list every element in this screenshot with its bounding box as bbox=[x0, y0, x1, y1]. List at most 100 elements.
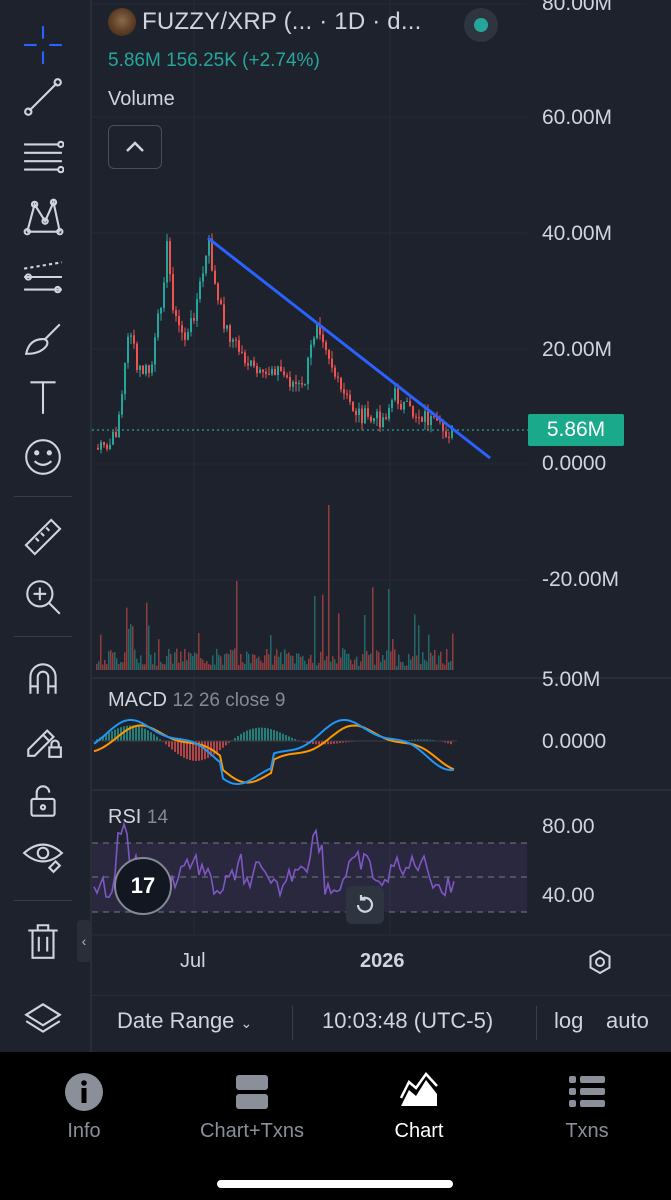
volume-bar bbox=[154, 653, 156, 670]
volume-bar bbox=[110, 650, 112, 670]
volume-bar bbox=[266, 649, 268, 670]
list-icon bbox=[567, 1072, 607, 1112]
tab-chart-txns[interactable]: Chart+Txns bbox=[172, 1072, 332, 1143]
volume-bar bbox=[252, 654, 254, 670]
eye-icon[interactable] bbox=[20, 830, 66, 876]
parallel-channel-icon[interactable] bbox=[20, 254, 66, 300]
crosshair-icon[interactable] bbox=[20, 22, 66, 68]
tab-chart[interactable]: Chart bbox=[339, 1072, 499, 1143]
volume-bar bbox=[414, 614, 416, 670]
collapse-toolbar-button[interactable]: ‹ bbox=[77, 920, 91, 962]
pattern-icon[interactable] bbox=[20, 194, 66, 240]
candle bbox=[448, 437, 450, 438]
candle bbox=[202, 273, 204, 281]
volume-bar bbox=[214, 665, 216, 670]
unlock-icon[interactable] bbox=[20, 778, 66, 824]
volume-bar bbox=[348, 654, 350, 670]
tradingview-logo[interactable]: 17 bbox=[114, 857, 172, 915]
volume-bar bbox=[366, 651, 368, 670]
candle bbox=[256, 366, 258, 373]
chart-settings-button[interactable] bbox=[586, 948, 614, 976]
candle bbox=[112, 432, 114, 445]
time-axis-label: Jul bbox=[180, 950, 206, 973]
text-icon[interactable] bbox=[20, 374, 66, 420]
candle bbox=[235, 339, 237, 340]
candle bbox=[124, 363, 126, 394]
price-axis-label: 20.00M bbox=[542, 338, 612, 362]
volume-bar bbox=[106, 664, 108, 670]
macd-histogram-bar bbox=[237, 736, 239, 741]
volume-bar bbox=[318, 663, 320, 670]
volume-bar bbox=[126, 608, 128, 670]
candle bbox=[115, 432, 117, 437]
candle bbox=[400, 404, 402, 409]
volume-bar bbox=[202, 660, 204, 670]
candle bbox=[304, 384, 306, 385]
volume-bar bbox=[128, 629, 130, 670]
volume-bar bbox=[344, 650, 346, 670]
ruler-icon[interactable] bbox=[20, 514, 66, 560]
volume-bar bbox=[430, 653, 432, 670]
candle bbox=[361, 409, 363, 424]
clock-timezone[interactable]: 10:03:48 (UTC-5) bbox=[322, 1008, 493, 1034]
tab-txns[interactable]: Txns bbox=[507, 1072, 667, 1143]
volume-bar bbox=[368, 655, 370, 670]
macd-histogram-bar bbox=[177, 741, 179, 754]
candle bbox=[265, 372, 267, 374]
macd-histogram-bar bbox=[225, 741, 227, 745]
symbol-title[interactable]: FUZZY/XRP (... · 1D · d... bbox=[142, 8, 421, 36]
candle bbox=[145, 365, 147, 374]
tab-info[interactable]: Info bbox=[4, 1072, 164, 1143]
tab-label: Txns bbox=[565, 1120, 608, 1143]
rsi-label[interactable]: RSI 14 bbox=[108, 806, 168, 829]
collapse-indicators-button[interactable] bbox=[108, 125, 162, 169]
candle bbox=[181, 325, 183, 332]
volume-bar bbox=[244, 664, 246, 670]
macd-histogram-bar bbox=[126, 726, 128, 741]
volume-label[interactable]: Volume bbox=[108, 88, 175, 111]
volume-bar bbox=[212, 655, 214, 670]
lock-drawing-icon[interactable] bbox=[20, 716, 66, 762]
candle bbox=[136, 344, 138, 370]
volume-bar bbox=[404, 666, 406, 670]
volume-bar bbox=[386, 650, 388, 670]
macd-line bbox=[94, 720, 454, 784]
candle bbox=[316, 324, 318, 338]
live-status-button[interactable] bbox=[464, 8, 498, 42]
trash-icon[interactable] bbox=[20, 918, 66, 964]
volume-bar bbox=[226, 653, 228, 670]
reset-chart-button[interactable] bbox=[346, 886, 384, 924]
rsi-params: 14 bbox=[147, 807, 168, 828]
time-axis-label: 2026 bbox=[360, 950, 405, 973]
rsi-axis-label: 40.00 bbox=[542, 884, 595, 908]
volume-bar bbox=[178, 663, 180, 670]
fib-retracement-icon[interactable] bbox=[20, 134, 66, 180]
layers-icon[interactable] bbox=[20, 996, 66, 1042]
volume-bar bbox=[152, 664, 154, 670]
macd-histogram-bar bbox=[153, 734, 155, 741]
log-scale-toggle[interactable]: log bbox=[554, 1008, 583, 1034]
candle bbox=[364, 408, 366, 423]
magnet-icon[interactable] bbox=[20, 656, 66, 702]
candle bbox=[388, 408, 390, 419]
volume-bar bbox=[218, 655, 220, 670]
zoom-in-icon[interactable] bbox=[20, 574, 66, 620]
brush-icon[interactable] bbox=[20, 314, 66, 360]
macd-histogram-bar bbox=[264, 728, 266, 741]
volume-bar bbox=[256, 658, 258, 670]
volume-bar bbox=[140, 655, 142, 670]
chart-area[interactable]: FUZZY/XRP (... · 1D · d... 5.86M 156.25K… bbox=[92, 0, 671, 1052]
macd-histogram-bar bbox=[180, 741, 182, 756]
symbol-header[interactable]: FUZZY/XRP (... · 1D · d... bbox=[108, 8, 421, 36]
volume-bar bbox=[134, 650, 136, 670]
trend-line-icon[interactable] bbox=[20, 74, 66, 120]
date-range-button[interactable]: Date Range ⌄ bbox=[117, 1008, 252, 1034]
candle bbox=[109, 445, 111, 449]
volume-bar bbox=[362, 654, 364, 670]
chart-canvas[interactable] bbox=[92, 0, 671, 995]
emoji-icon[interactable] bbox=[20, 434, 66, 480]
auto-scale-toggle[interactable]: auto bbox=[606, 1008, 649, 1034]
volume-bar bbox=[438, 656, 440, 670]
macd-label[interactable]: MACD 12 26 close 9 bbox=[108, 689, 285, 712]
volume-bar bbox=[330, 662, 332, 670]
